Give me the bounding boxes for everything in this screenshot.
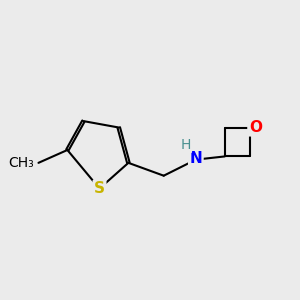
Text: O: O	[249, 120, 262, 135]
Text: S: S	[94, 181, 105, 196]
Text: N: N	[190, 151, 202, 166]
Text: CH₃: CH₃	[8, 156, 34, 170]
Text: H: H	[181, 138, 191, 152]
